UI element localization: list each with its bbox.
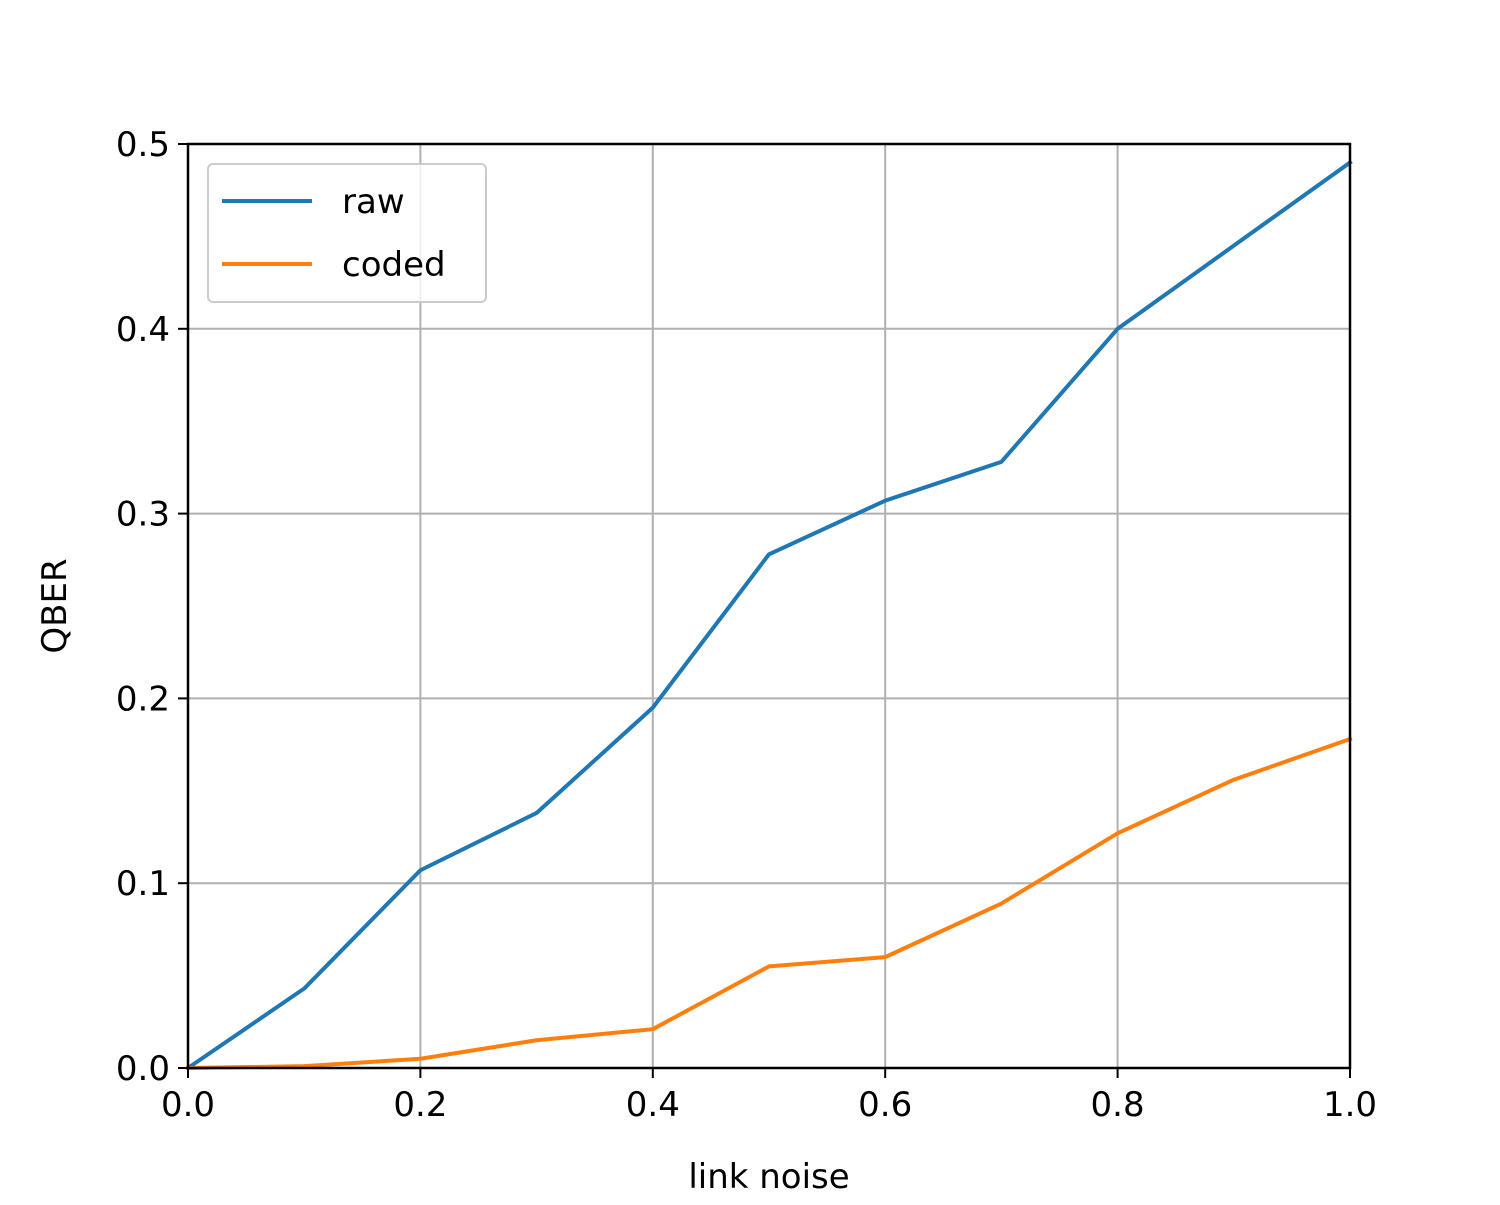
y-axis-label: QBER [35, 558, 75, 653]
x-tick-label: 1.0 [1323, 1085, 1377, 1125]
data-point-coded [418, 1057, 422, 1061]
y-tick-label: 0.2 [116, 679, 170, 719]
data-point-raw [767, 552, 771, 556]
data-point-coded [883, 955, 887, 959]
series-line-coded [185, 736, 1353, 1071]
data-point-raw [535, 811, 539, 815]
data-point-raw [302, 987, 306, 991]
x-tick-label: 0.4 [626, 1085, 680, 1125]
series-layer [185, 159, 1353, 1071]
legend-box [207, 163, 487, 303]
legend-label-coded: coded [342, 245, 446, 285]
y-axis-ticks: 0.0 0.1 0.2 0.3 0.4 0.5 [116, 125, 188, 1089]
data-point-raw [883, 499, 887, 503]
y-tick-label: 0.3 [116, 495, 170, 535]
legend: raw coded [207, 163, 487, 303]
legend-label-raw: raw [342, 182, 405, 222]
data-point-raw [651, 706, 655, 710]
x-axis-ticks: 0.0 0.2 0.4 0.6 0.8 1.0 [161, 1068, 1377, 1125]
data-point-coded [1232, 778, 1236, 782]
data-point-coded [767, 964, 771, 968]
y-tick-label: 0.5 [116, 125, 170, 165]
data-point-coded [651, 1027, 655, 1031]
data-point-raw [1232, 244, 1236, 248]
x-tick-label: 0.6 [858, 1085, 912, 1125]
x-axis-label: link noise [688, 1157, 849, 1197]
y-tick-label: 0.0 [116, 1049, 170, 1089]
data-point-coded [1116, 831, 1120, 835]
plot-frame [186, 142, 1352, 1070]
series-line-raw [185, 159, 1353, 1071]
y-tick-label: 0.4 [116, 310, 170, 350]
x-tick-label: 0.0 [161, 1085, 215, 1125]
x-tick-label: 0.2 [393, 1085, 447, 1125]
x-tick-label: 0.8 [1091, 1085, 1145, 1125]
data-point-coded [999, 902, 1003, 906]
data-point-raw [1116, 327, 1120, 331]
y-tick-label: 0.1 [116, 864, 170, 904]
data-point-coded [535, 1038, 539, 1042]
data-point-raw [418, 868, 422, 872]
data-point-raw [999, 460, 1003, 464]
